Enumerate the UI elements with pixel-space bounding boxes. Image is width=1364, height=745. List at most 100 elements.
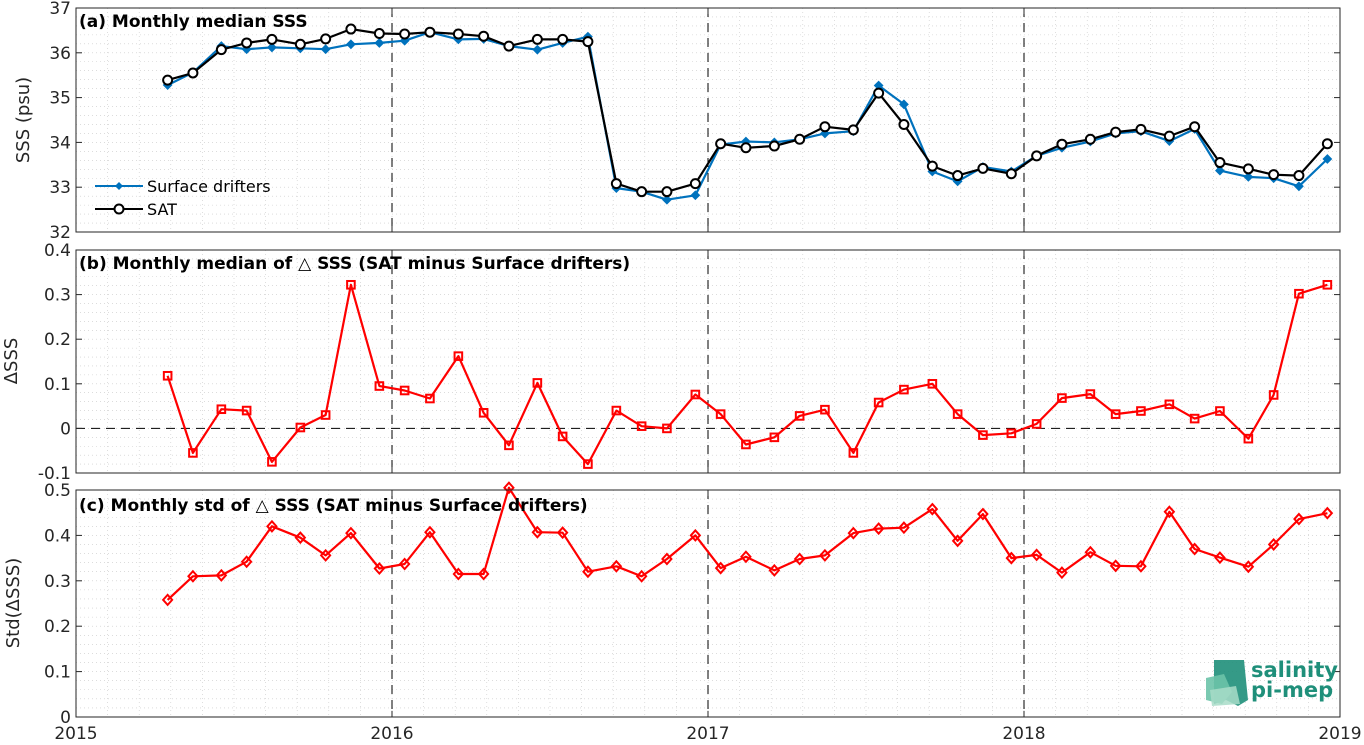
data-point: [1006, 428, 1017, 439]
legend-sat-label: SAT: [147, 200, 177, 219]
panel-b-ticks: -0.1 0 0.1 0.2 0.3 0.4: [38, 241, 1341, 484]
data-point: [1267, 537, 1280, 551]
panel-b: -0.1 0 0.1 0.2 0.3 0.4 (b) Monthly median of …: [1, 241, 1341, 484]
data-point: [662, 194, 672, 205]
data-point: [267, 42, 277, 53]
data-point: [610, 559, 623, 573]
data-point: [240, 555, 253, 569]
data-point: [532, 44, 543, 55]
data-point: [452, 567, 465, 581]
data-point: [689, 528, 702, 542]
data-point: [1189, 413, 1200, 424]
data-point: [1215, 165, 1225, 176]
data-point: [610, 178, 622, 190]
legend-drifters-marker: [115, 182, 123, 190]
data-point: [926, 160, 938, 172]
data-point: [819, 121, 831, 133]
data-point: [977, 507, 989, 521]
legend: Surface drifters SAT: [95, 177, 271, 219]
data-point: [611, 405, 622, 416]
data-point: [1109, 559, 1122, 573]
data-point: [1215, 406, 1225, 416]
panel-b-year-lines: [391, 250, 1025, 473]
data-point: [215, 568, 228, 582]
data-point: [898, 118, 910, 130]
data-point: [1030, 548, 1043, 562]
data-point: [978, 430, 988, 440]
data-point: [740, 142, 752, 154]
data-point: [690, 389, 701, 400]
data-point: [1242, 560, 1255, 574]
data-point: [926, 502, 939, 516]
data-point: [1214, 157, 1226, 169]
data-point: [1056, 138, 1068, 150]
x-tick-label: 2016: [370, 724, 413, 744]
data-point: [819, 548, 831, 562]
data-point: [1031, 419, 1042, 429]
panel-a: 32 33 34 35 36 37 (a) Monthly median SSS SSS …: [13, 0, 1341, 243]
data-point: [873, 397, 884, 408]
data-point: [768, 563, 781, 577]
logo-line1: salinity: [1251, 658, 1338, 682]
data-point: [636, 186, 648, 198]
data-point: [873, 87, 885, 99]
panel-b-ylabel: ΔSSS: [1, 338, 22, 385]
data-point: [425, 393, 435, 404]
data-point: [345, 526, 357, 540]
data-point: [241, 37, 253, 49]
data-point: [1056, 566, 1068, 580]
panel-b-title: (b) Monthly median of △ SSS (SAT minus S…: [79, 254, 630, 274]
data-point: [320, 44, 331, 55]
data-point: [266, 519, 278, 533]
data-point: [1322, 279, 1333, 290]
y-tick-label: 0.3: [44, 286, 71, 306]
data-point: [556, 526, 569, 540]
data-point: [453, 351, 464, 361]
data-point: [635, 569, 648, 583]
data-point: [162, 74, 174, 86]
data-point: [872, 522, 885, 536]
data-point: [899, 99, 909, 110]
data-point: [374, 381, 385, 391]
data-point: [319, 548, 332, 562]
data-point: [1188, 542, 1201, 556]
x-tick-label: 2015: [54, 724, 97, 744]
x-tick-label: 2019: [1318, 724, 1361, 744]
data-point: [1294, 181, 1304, 192]
data-point: [424, 26, 436, 38]
data-point: [1084, 133, 1096, 145]
data-point: [374, 38, 385, 48]
data-point: [1005, 551, 1018, 565]
data-point: [1243, 433, 1254, 444]
data-point: [1189, 121, 1201, 133]
data-point: [820, 404, 830, 415]
data-point: [1005, 168, 1017, 180]
data-point: [1031, 150, 1043, 162]
y-tick-label: 0.3: [44, 572, 71, 592]
data-point: [927, 379, 938, 389]
data-point: [188, 448, 198, 458]
y-tick-label: 37: [49, 0, 71, 19]
series-line-0: [166, 486, 1328, 601]
data-point: [636, 421, 647, 431]
panel-c-ticks: 0 0.1 0.2 0.3 0.4 0.5 2015 2016 2017 2018 2019: [44, 481, 1362, 744]
data-point: [899, 384, 909, 395]
data-point: [583, 459, 593, 469]
data-point: [452, 28, 464, 40]
data-point: [320, 33, 332, 45]
data-point: [793, 552, 806, 566]
data-point: [373, 562, 386, 576]
data-point: [1268, 169, 1280, 181]
data-point: [689, 178, 701, 190]
data-point: [847, 526, 860, 540]
data-point: [215, 44, 227, 56]
data-point: [741, 439, 751, 450]
data-point: [898, 521, 910, 535]
data-point: [847, 124, 859, 136]
data-point: [295, 422, 306, 433]
data-point: [504, 440, 514, 451]
data-point: [532, 378, 543, 388]
panel-c-title: (c) Monthly std of △ SSS (SAT minus Surf…: [79, 496, 588, 516]
legend-drifters-label: Surface drifters: [147, 177, 271, 196]
